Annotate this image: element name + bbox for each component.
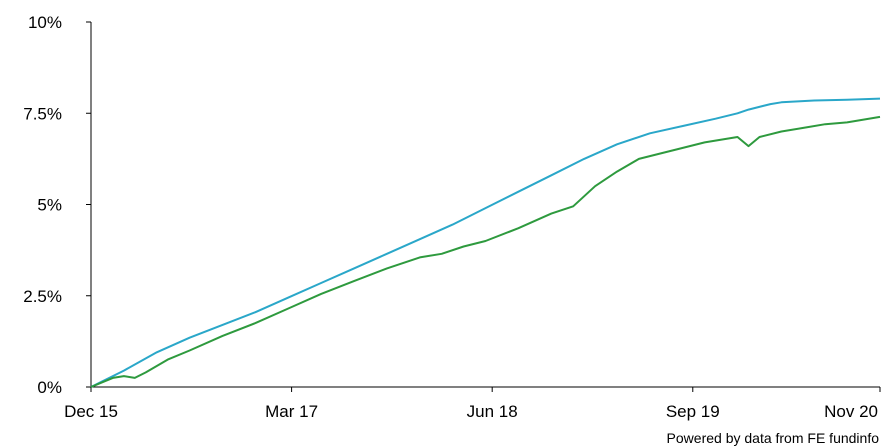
series-line-1 xyxy=(90,97,881,388)
chart-axes: 0% 2.5% 5% 7.5% 10% Dec 15 Mar 17 Jun 18 Sep 19 N… xyxy=(23,13,881,421)
x-tick-label: Mar 17 xyxy=(265,402,318,421)
y-tick-label: 10% xyxy=(28,13,62,32)
x-tick-label: Dec 15 xyxy=(64,402,118,421)
y-tick-label: 2.5% xyxy=(23,287,62,306)
x-tick-label: Nov 20 xyxy=(824,402,878,421)
data-credit: Powered by data from FE fundinfo xyxy=(666,430,879,446)
y-tick-label: 5% xyxy=(37,196,62,215)
series-line-2 xyxy=(90,115,881,388)
y-tick-label: 0% xyxy=(37,378,62,397)
x-tick-label: Jun 18 xyxy=(467,402,518,421)
y-tick-label: 7.5% xyxy=(23,104,62,123)
chart-series xyxy=(90,97,881,388)
x-tick-label: Sep 19 xyxy=(666,402,720,421)
